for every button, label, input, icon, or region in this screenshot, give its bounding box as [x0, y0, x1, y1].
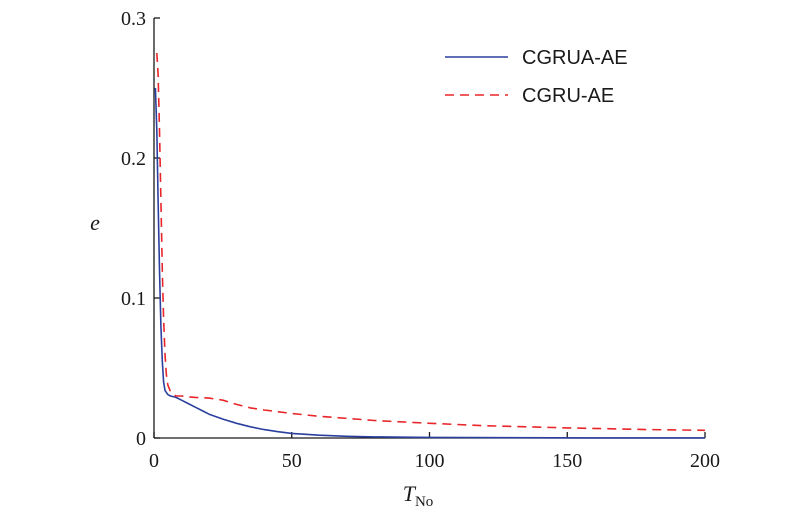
x-ticks: 0 50 100 150 200	[149, 432, 720, 472]
y-axis-label: e	[90, 210, 100, 235]
series-line-cgru-ae	[156, 52, 706, 432]
series-group	[154, 52, 706, 439]
y-ticks: 0 0.1 0.2 0.3	[121, 8, 160, 450]
y-tick-label: 0.1	[121, 288, 146, 310]
plot-area: 0 50 100 150 200 0 0.1 0.2 0.3	[121, 8, 720, 472]
legend-label-cgru-ae: CGRU-AE	[522, 85, 614, 107]
y-tick-label: 0	[136, 428, 146, 450]
x-axis-label-sub: No	[415, 494, 433, 510]
y-tick-label: 0.3	[121, 8, 146, 30]
legend-label-cgrua-ae: CGRUA-AE	[522, 47, 628, 69]
x-axis-label-main: T	[403, 481, 417, 506]
x-tick-label: 150	[552, 450, 582, 472]
x-axis-label: TNo	[403, 481, 434, 510]
x-tick-label: 50	[282, 450, 302, 472]
legend: CGRUA-AE CGRU-AE	[445, 47, 628, 107]
x-tick-label: 0	[149, 450, 159, 472]
x-tick-label: 100	[415, 450, 445, 472]
y-tick-label: 0.2	[121, 148, 146, 170]
x-tick-label: 200	[690, 450, 720, 472]
series-line-cgrua-ae	[154, 87, 705, 439]
